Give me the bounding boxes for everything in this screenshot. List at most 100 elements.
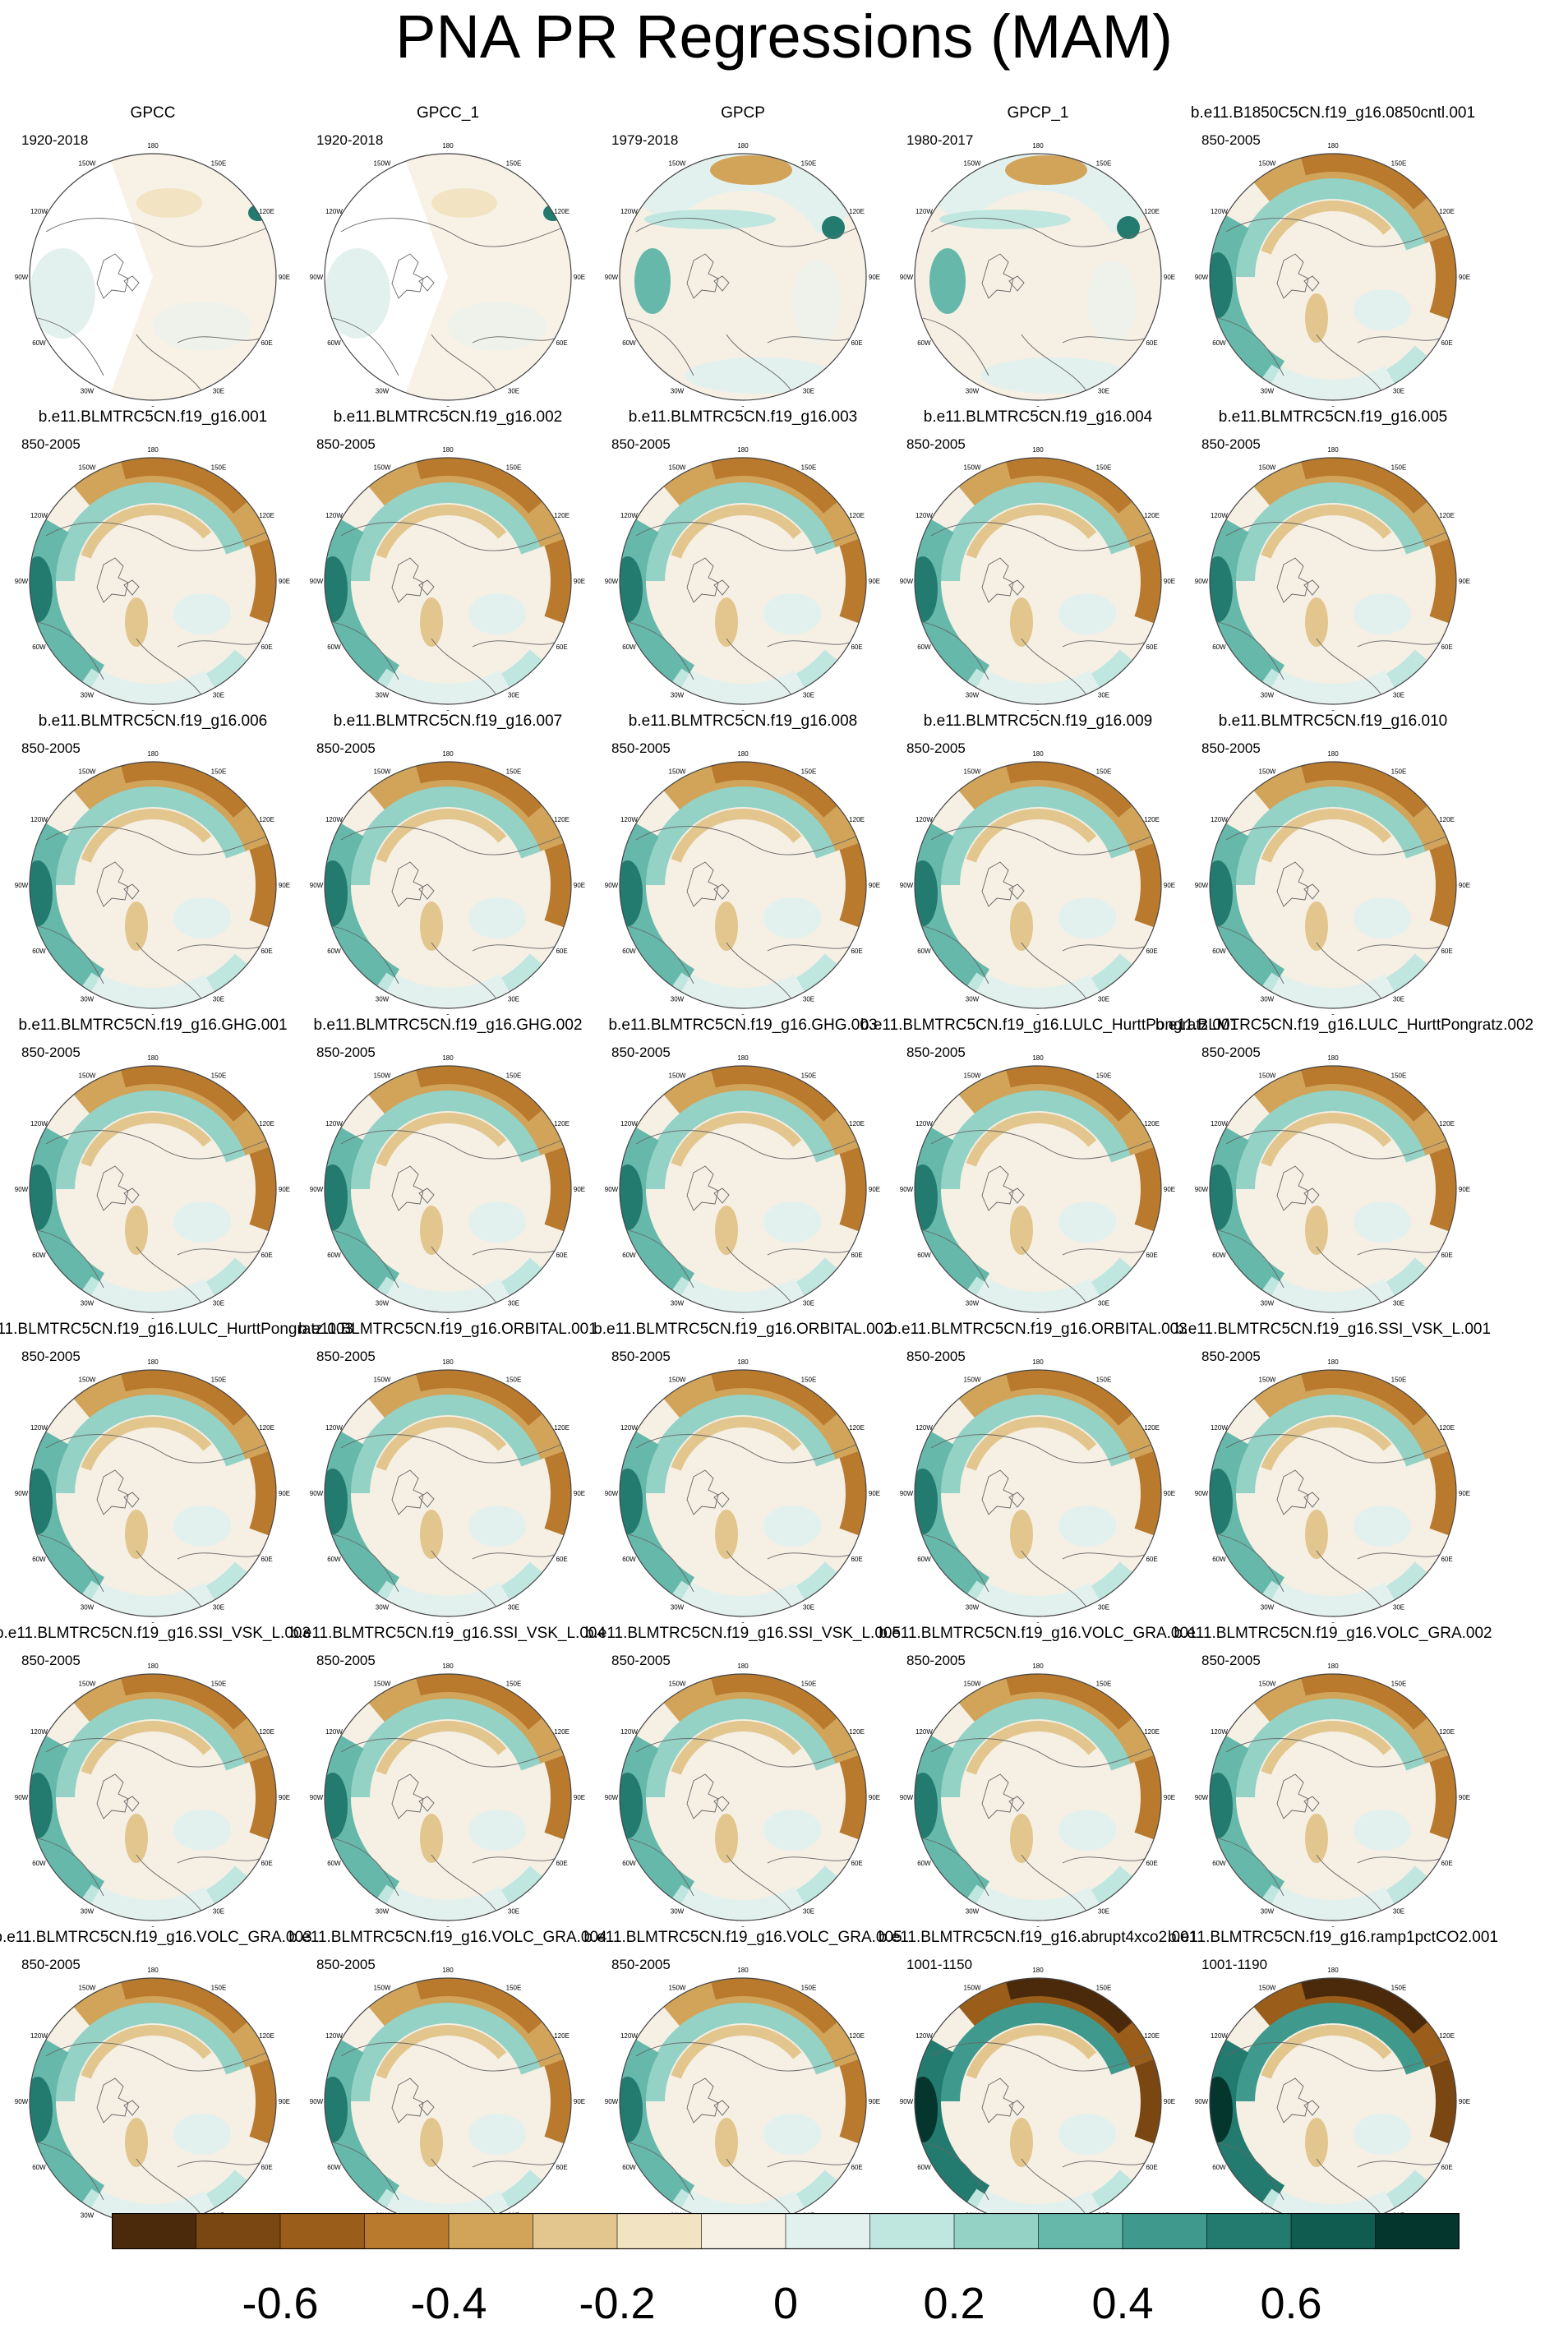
colorbar-swatch	[533, 2213, 618, 2249]
lon-label: 150W	[964, 1376, 981, 1383]
lon-label: 150W	[374, 463, 391, 471]
lon-label: 90E	[869, 578, 880, 585]
anomaly-band	[1300, 762, 1429, 818]
lon-label: 60W	[1212, 339, 1226, 347]
lon-label: 150E	[1096, 1984, 1112, 1991]
lon-label: 120W	[1211, 2032, 1228, 2040]
panel-years: 850-2005	[1201, 1044, 1261, 1060]
lon-label: 90W	[605, 1186, 619, 1193]
lon-label: 120E	[259, 2032, 274, 2040]
lon-label: 180	[442, 1054, 454, 1062]
lon-label: 30E	[803, 1908, 814, 1916]
panel-title: b.e11.BLMTRC5CN.f19_g16.VOLC_GRA.002	[1174, 1625, 1492, 1642]
anomaly-patch	[468, 1201, 526, 1243]
lon-label: 60W	[917, 1252, 931, 1259]
anomaly-band	[386, 1582, 510, 1616]
lon-label: 60E	[1441, 339, 1452, 347]
lon-label: 0	[1036, 709, 1040, 711]
anomaly-band	[939, 1395, 1131, 1493]
coastline	[391, 557, 435, 603]
lon-label: 0	[446, 1621, 450, 1623]
anomaly-band	[81, 2025, 212, 2079]
panel-years: 850-2005	[21, 1653, 81, 1668]
lon-label: 30W	[81, 1908, 95, 1916]
lon-label: 0	[1331, 1013, 1335, 1015]
lon-label: 120W	[325, 1728, 343, 1736]
lon-label: 120E	[1144, 208, 1160, 215]
anomaly-band	[671, 1417, 802, 1471]
anomaly-patch	[153, 302, 251, 351]
lon-label: 30E	[508, 1908, 519, 1916]
lon-label: 90W	[605, 2098, 619, 2105]
polar-map: 180 150E 120E 90E 60E 30E 0 30W 60W 90W 120W 150W	[900, 1662, 1175, 1927]
anomaly-band	[544, 538, 571, 624]
lon-label: 120E	[554, 2032, 570, 2040]
coastline	[37, 925, 104, 985]
coastline	[37, 2142, 104, 2201]
anomaly-band	[120, 1978, 249, 2034]
lon-label: 90W	[310, 274, 324, 281]
coastline	[1276, 2077, 1320, 2124]
anomaly-band	[1261, 505, 1392, 559]
lon-label: 150E	[801, 1376, 817, 1383]
lon-label: 120W	[620, 1120, 638, 1127]
lon-label: 60W	[917, 2164, 931, 2171]
colorbar-swatch	[1122, 2213, 1208, 2249]
anomaly-patch	[125, 2118, 148, 2167]
panel-title: b.e11.BLMTRC5CN.f19_g16.VOLC_GRA.003	[0, 1929, 312, 1946]
lon-label: 30E	[1098, 996, 1109, 1003]
lon-label: 60W	[622, 339, 636, 347]
anomaly-band	[91, 1278, 214, 1312]
lon-label: 150W	[374, 1680, 391, 1687]
lon-label: 60E	[1441, 643, 1452, 651]
anomaly-patch	[1210, 556, 1233, 622]
anomaly-patch	[1305, 293, 1328, 343]
anomaly-band	[1429, 1450, 1456, 1536]
lon-label: 180	[147, 1967, 159, 1974]
map-panel: b.e11.BLMTRC5CN.f19_g16.SSI_VSK_L.005 180…	[585, 1625, 901, 1929]
colorbar-swatch	[1206, 2213, 1292, 2249]
lon-label: 120E	[849, 816, 865, 823]
anomaly-band	[544, 2059, 571, 2144]
map-border	[29, 1673, 277, 1921]
lon-label: 90E	[1164, 578, 1175, 585]
anomaly-band	[376, 2025, 507, 2079]
coastline	[981, 2077, 1025, 2124]
coastline	[332, 1229, 399, 1289]
lon-label: 90W	[1195, 2098, 1209, 2105]
anomaly-band	[249, 1755, 276, 1840]
lon-label: 180	[442, 750, 454, 758]
coastline	[930, 1738, 1154, 1768]
lon-label: 60E	[1441, 1252, 1452, 1259]
lon-label: 90W	[15, 1490, 29, 1497]
anomaly-band	[544, 1450, 571, 1536]
lon-label: 60W	[32, 948, 46, 955]
polar-map: 180 150E 120E 90E 60E 30E 0 30W 60W 90W 120W 150W	[900, 750, 1175, 1015]
panel-years: 1920-2018	[21, 132, 89, 148]
anomaly-band	[1261, 201, 1392, 255]
anomaly-band	[54, 2003, 246, 2101]
anomaly-band	[1429, 1146, 1456, 1232]
coastline	[391, 1773, 435, 1819]
lon-label: 150W	[1259, 1072, 1276, 1079]
lon-label: 150W	[1259, 1984, 1276, 1991]
lon-label: 30E	[1393, 1908, 1404, 1916]
map-border	[29, 761, 277, 1009]
lon-label: 30W	[671, 692, 685, 699]
map-panel: b.e11.BLMTRC5CN.f19_g16.VOLC_GRA.004 180 1…	[288, 1929, 606, 2233]
panel-years: 850-2005	[21, 436, 81, 452]
coastline	[1217, 1838, 1284, 1897]
lon-label: 120E	[259, 1424, 274, 1432]
lon-label: 150W	[669, 1376, 686, 1383]
anomaly-band	[249, 538, 276, 624]
lon-label: 90E	[279, 578, 290, 585]
polar-map: 180 150E 120E 90E 60E 30E 0 30W 60W 90W 120W 150W	[15, 1358, 290, 1623]
coastline	[96, 1469, 140, 1515]
anomaly-band	[642, 154, 850, 234]
colorbar	[112, 2213, 1460, 2249]
lon-label: 120E	[1144, 1120, 1160, 1127]
lon-label: 60E	[1146, 2164, 1157, 2171]
lon-label: 30E	[508, 388, 519, 395]
anomaly-patch	[325, 556, 348, 622]
polar-map: 180 150E 120E 90E 60E 30E 0 30W 60W 90W 120W 150W	[1195, 446, 1470, 711]
